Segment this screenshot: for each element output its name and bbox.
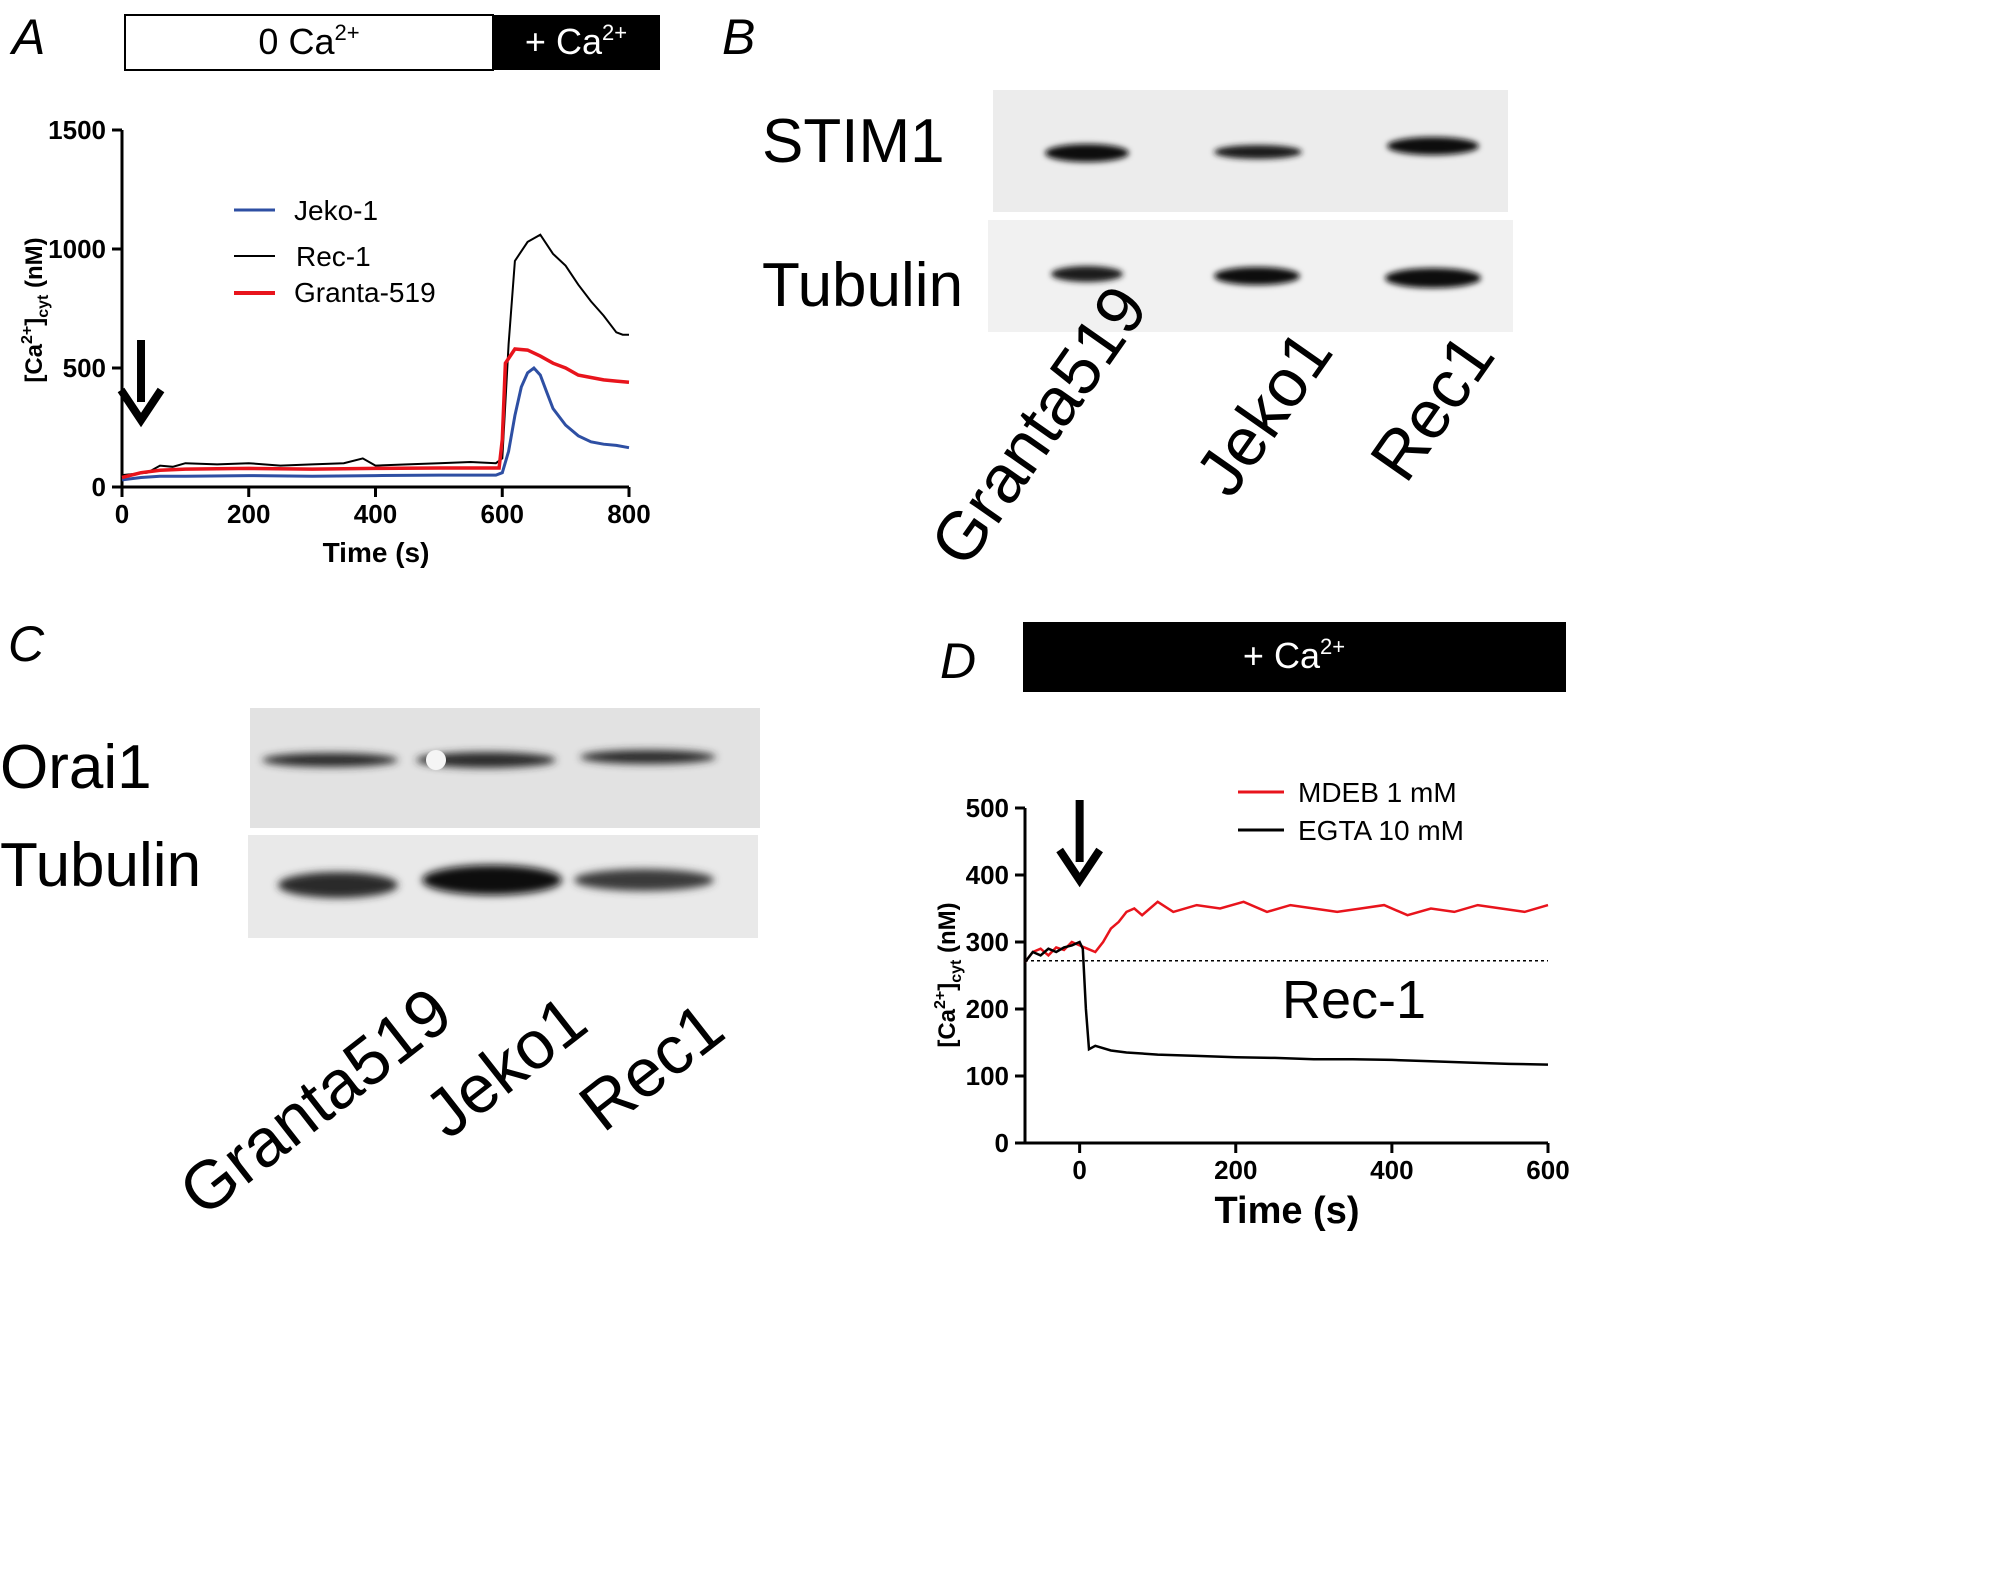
panel-b-stim1-band xyxy=(1214,145,1302,159)
series-line-jeko-1 xyxy=(121,365,630,482)
panel-b-lane-label-jeko1: Jeko1 xyxy=(1180,316,1348,510)
panel-c-row-label-tubulin: Tubulin xyxy=(0,831,202,900)
panel-a-arrow-icon xyxy=(117,340,165,428)
panel-b-tubulin-membrane xyxy=(988,220,1513,332)
series-line-mdeb-1-mm xyxy=(1024,900,1549,963)
y-tick-label: 200 xyxy=(966,994,1009,1024)
y-tick-label: 100 xyxy=(966,1061,1009,1091)
panel-b-row-label-stim1: STIM1 xyxy=(762,107,945,176)
x-tick-label: 400 xyxy=(1370,1155,1413,1185)
panel-a-zero-ca-text: 0 Ca2+ xyxy=(258,20,359,62)
panel-c-tubulin-membrane xyxy=(248,835,758,938)
panel-c-tubulin-band xyxy=(422,865,562,895)
series-line-rec-1 xyxy=(121,233,629,477)
panel-c-orai1-band xyxy=(262,753,398,767)
y-tick-label: 400 xyxy=(966,860,1009,890)
x-tick-label: 600 xyxy=(481,499,524,529)
y-tick-label: 500 xyxy=(966,793,1009,823)
panel-d-x-label: Time (s) xyxy=(1214,1190,1359,1232)
x-tick-label: 800 xyxy=(607,499,650,529)
panel-b-row-label-tubulin: Tubulin xyxy=(762,251,964,320)
series-line-granta-519 xyxy=(121,347,630,480)
x-tick-label: 0 xyxy=(1072,1155,1086,1185)
panel-b-tubulin-band xyxy=(1051,266,1123,282)
panel-c-orai1-band xyxy=(416,752,556,768)
panel-b-stim1-membrane xyxy=(993,90,1508,212)
panel-c-tubulin-band xyxy=(574,869,714,891)
x-tick-label: 200 xyxy=(227,499,270,529)
arrow-head xyxy=(1056,847,1103,888)
x-tick-label: 200 xyxy=(1214,1155,1257,1185)
series-line-egta-10-mm xyxy=(1024,940,1549,1066)
panel-d-arrow-icon xyxy=(1056,800,1103,888)
y-tick-label: 0 xyxy=(92,472,106,502)
x-tick-label: 600 xyxy=(1526,1155,1569,1185)
y-tick-label: 1000 xyxy=(48,234,106,264)
panel-b-lane-label-rec1: Rec1 xyxy=(1355,320,1510,495)
arrow-head xyxy=(117,387,165,428)
panel-b-stim1-band xyxy=(1387,137,1479,155)
panel-d-annotation: Rec-1 xyxy=(1282,970,1426,1030)
panel-letter-d: D xyxy=(940,633,977,689)
panel-a-x-label: Time (s) xyxy=(323,537,430,568)
panel-c-orai1-membrane xyxy=(250,708,760,828)
panel-b-tubulin-band xyxy=(1385,268,1481,288)
y-tick-label: 0 xyxy=(995,1128,1009,1158)
y-tick-label: 1500 xyxy=(48,115,106,145)
panel-b-tubulin-band xyxy=(1214,267,1300,285)
panel-d-legend-egta: EGTA 10 mM xyxy=(1298,815,1464,846)
panel-a-zero-ca-bar xyxy=(124,14,494,71)
panel-a-y-label: [Ca2+]cyt (nM) xyxy=(19,237,52,382)
panel-c-bubble-artifact xyxy=(426,750,446,770)
panel-b-stim1-band xyxy=(1045,144,1129,162)
panel-c-row-label-orai1: Orai1 xyxy=(0,733,152,802)
y-tick-label: 300 xyxy=(966,927,1009,957)
panel-letter-c: C xyxy=(8,616,45,672)
panel-d-y-label: [Ca2+]cyt (nM) xyxy=(932,902,965,1047)
panel-a-legend-granta: Granta-519 xyxy=(294,277,436,308)
panel-d-legend-mdeb: MDEB 1 mM xyxy=(1298,777,1457,808)
panel-d-plus-ca-bar xyxy=(1023,622,1566,692)
panel-letter-b: B xyxy=(722,9,756,65)
panel-c-tubulin-band xyxy=(278,872,398,898)
panel-c-orai1-band xyxy=(580,750,716,764)
panel-letter-a: A xyxy=(12,9,46,65)
y-tick-label: 500 xyxy=(63,353,106,383)
x-tick-label: 400 xyxy=(354,499,397,529)
panel-c-lane-label-rec1: Rec1 xyxy=(565,988,738,1146)
panel-d-plus-ca-text: + Ca2+ xyxy=(1243,634,1345,676)
panel-a-plus-ca-text: + Ca2+ xyxy=(525,20,627,62)
panel-a-legend-rec: Rec-1 xyxy=(296,241,371,272)
panel-a-legend-jeko: Jeko-1 xyxy=(294,195,378,226)
panel-a-plus-ca-bar xyxy=(493,15,660,70)
x-tick-label: 0 xyxy=(115,499,129,529)
